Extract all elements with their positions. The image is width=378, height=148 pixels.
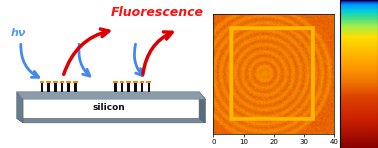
Text: Fluorescence: Fluorescence <box>111 6 204 19</box>
Bar <box>126 81 131 83</box>
Bar <box>127 82 130 92</box>
Bar <box>147 81 151 83</box>
Text: silicon: silicon <box>93 103 125 112</box>
Bar <box>53 81 57 83</box>
Bar <box>140 81 144 83</box>
Bar <box>121 82 123 92</box>
Bar <box>40 81 44 83</box>
Bar <box>61 82 63 92</box>
Bar <box>113 81 118 83</box>
Polygon shape <box>17 92 23 123</box>
Bar <box>134 82 137 92</box>
Text: hν: hν <box>11 28 26 38</box>
Bar <box>114 82 116 92</box>
Bar <box>120 81 124 83</box>
Polygon shape <box>17 118 205 123</box>
Polygon shape <box>17 92 205 99</box>
Bar <box>41 82 43 92</box>
Bar <box>147 82 150 92</box>
Bar <box>60 81 64 83</box>
Bar <box>73 81 78 83</box>
Bar <box>46 81 51 83</box>
Bar <box>141 82 143 92</box>
Bar <box>67 81 71 83</box>
Bar <box>133 81 138 83</box>
X-axis label: μm: μm <box>267 146 280 148</box>
Bar <box>47 82 50 92</box>
Bar <box>54 82 57 92</box>
Bar <box>74 82 77 92</box>
Polygon shape <box>199 92 205 123</box>
Bar <box>68 82 70 92</box>
